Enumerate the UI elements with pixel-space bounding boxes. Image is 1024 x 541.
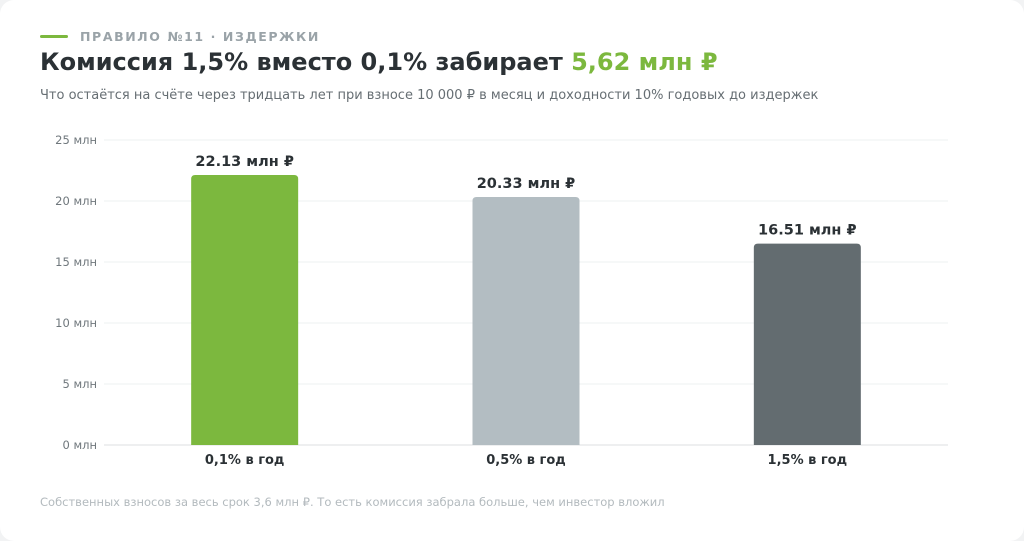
y-tick-label: 0 млн xyxy=(62,438,97,452)
y-tick-label: 25 млн xyxy=(55,133,97,147)
y-tick-label: 20 млн xyxy=(55,194,97,208)
bar xyxy=(472,196,580,445)
eyebrow-accent-line xyxy=(40,35,68,38)
x-category-label: 0,1% в год xyxy=(205,453,285,468)
y-tick-label: 5 млн xyxy=(62,377,97,391)
bar xyxy=(191,175,299,445)
page-subtitle: Что остаётся на счёте через тридцать лет… xyxy=(40,88,819,103)
page-title: Комиссия 1,5% вместо 0,1% забирает 5,62 … xyxy=(40,48,718,76)
bar-value-label: 22.13 млн ₽ xyxy=(195,154,294,170)
eyebrow: Правило №11 · издержки xyxy=(40,29,320,44)
title-main: Комиссия 1,5% вместо 0,1% забирает xyxy=(40,48,572,76)
y-tick-label: 10 млн xyxy=(55,316,97,330)
title-accent: 5,62 млн ₽ xyxy=(571,48,718,76)
bar-value-label: 16.51 млн ₽ xyxy=(758,223,857,239)
x-category-label: 1,5% в год xyxy=(768,453,848,468)
footnote: Собственных взносов за весь срок 3,6 млн… xyxy=(40,495,665,509)
bar-value-label: 20.33 млн ₽ xyxy=(477,176,576,192)
x-category-label: 0,5% в год xyxy=(486,453,566,468)
eyebrow-text: Правило №11 · издержки xyxy=(80,29,320,44)
y-tick-label: 15 млн xyxy=(55,255,97,269)
bar xyxy=(753,243,861,445)
